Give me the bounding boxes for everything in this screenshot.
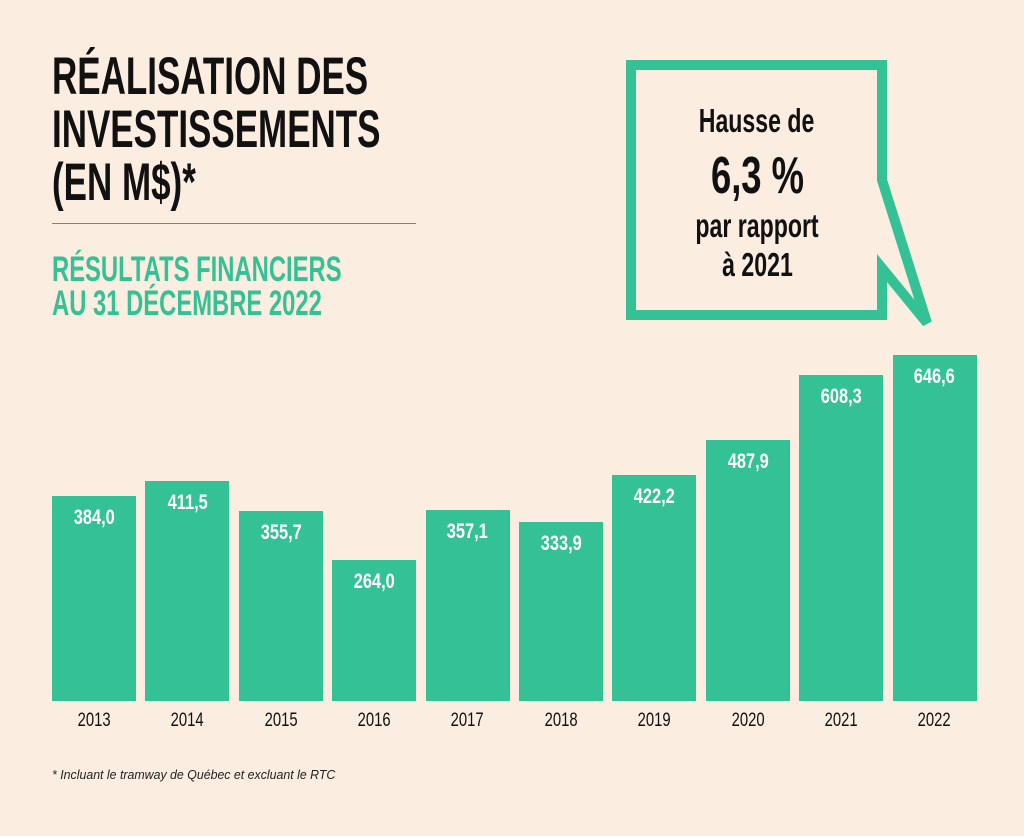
bar-2016 (332, 559, 417, 701)
x-tick-label-2020: 2020 (731, 710, 765, 731)
bar-2013 (52, 495, 136, 701)
data-label-2021: 608,3 (820, 385, 862, 409)
chart-title-line-2: INVESTISSEMENTS (52, 100, 381, 159)
bar-2015 (238, 510, 323, 701)
bar-2022 (892, 355, 977, 701)
chart-title-line-1: RÉALISATION DES (52, 47, 369, 106)
data-label-2013: 384,0 (73, 505, 115, 529)
callout-line-3: par rapport (695, 207, 819, 244)
subtitle-line-1: RÉSULTATS FINANCIERS (52, 250, 342, 289)
x-tick-label-2016: 2016 (357, 710, 391, 731)
x-tick-label-2022: 2022 (918, 710, 952, 731)
bar-2019 (612, 475, 697, 701)
bar-2014 (145, 480, 230, 701)
footnote: * Incluant le tramway de Québec et exclu… (52, 767, 336, 782)
bar-2021 (799, 375, 884, 701)
callout-line-1: Hausse de (699, 102, 815, 139)
data-label-2015: 355,7 (260, 520, 302, 544)
x-tick-label-2015: 2015 (264, 710, 298, 731)
x-tick-label-2017: 2017 (451, 710, 485, 731)
bar-2017 (425, 509, 510, 701)
data-label-2014: 411,5 (167, 490, 208, 514)
x-tick-label-2021: 2021 (824, 710, 858, 731)
bar-2020 (705, 439, 790, 701)
bar-2018 (519, 522, 603, 701)
data-label-2019: 422,2 (633, 485, 675, 509)
data-label-2016: 264,0 (353, 569, 395, 593)
data-label-2017: 357,1 (447, 519, 489, 543)
subtitle-line-2: AU 31 DÉCEMBRE 2022 (52, 284, 322, 323)
chart-title-line-3: (EN M$)* (52, 153, 196, 212)
x-tick-label-2018: 2018 (544, 710, 578, 731)
callout-percent: 6,3 % (710, 147, 804, 205)
callout-line-4: à 2021 (721, 246, 793, 283)
data-label-2020: 487,9 (727, 449, 769, 473)
data-label-2018: 333,9 (540, 532, 582, 556)
x-tick-label-2014: 2014 (170, 710, 204, 731)
title-divider (52, 223, 416, 224)
x-tick-label-2013: 2013 (77, 710, 111, 731)
x-tick-label-2019: 2019 (637, 710, 671, 731)
data-label-2022: 646,6 (914, 365, 956, 388)
